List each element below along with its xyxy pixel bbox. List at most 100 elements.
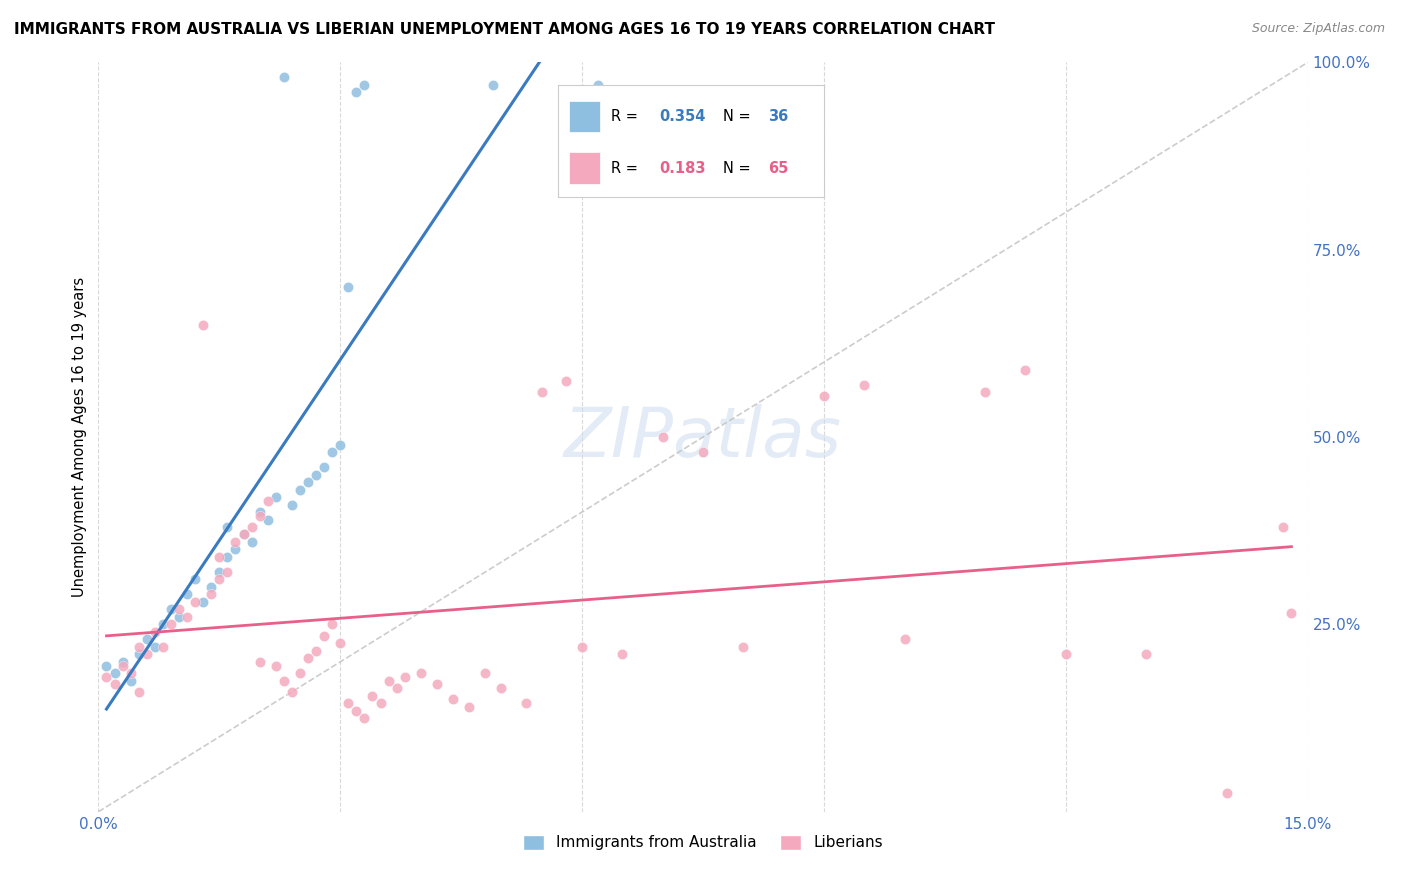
Point — [217, 565, 239, 579]
Point — [1014, 362, 1036, 376]
Point — [329, 636, 352, 650]
Legend: Immigrants from Australia, Liberians: Immigrants from Australia, Liberians — [516, 829, 890, 856]
Point — [329, 437, 352, 451]
Point — [344, 704, 367, 718]
Point — [167, 610, 190, 624]
Point — [264, 658, 287, 673]
Point — [651, 430, 673, 444]
Point — [193, 318, 215, 332]
Point — [321, 617, 343, 632]
Point — [232, 527, 254, 541]
Point — [974, 385, 997, 400]
Point — [281, 498, 304, 512]
Point — [1135, 648, 1157, 662]
Point — [249, 505, 271, 519]
Point — [167, 602, 190, 616]
Point — [176, 610, 198, 624]
Point — [135, 648, 157, 662]
Point — [370, 696, 392, 710]
Point — [217, 520, 239, 534]
Point — [256, 512, 278, 526]
Point — [103, 666, 125, 681]
Point — [135, 632, 157, 647]
Point — [208, 549, 231, 564]
Point — [1054, 648, 1077, 662]
Point — [297, 475, 319, 489]
Point — [273, 673, 295, 688]
Point — [530, 385, 553, 400]
Point — [200, 580, 222, 594]
Point — [240, 520, 263, 534]
Point — [111, 658, 134, 673]
Point — [385, 681, 408, 695]
Point — [853, 377, 876, 392]
Point — [1272, 520, 1295, 534]
Point — [482, 78, 505, 92]
Text: Source: ZipAtlas.com: Source: ZipAtlas.com — [1251, 22, 1385, 36]
Point — [232, 527, 254, 541]
Point — [344, 86, 367, 100]
Point — [426, 677, 449, 691]
Point — [224, 542, 246, 557]
Point — [111, 655, 134, 669]
Point — [208, 565, 231, 579]
Point — [491, 681, 513, 695]
Point — [128, 685, 150, 699]
Point — [377, 673, 399, 688]
Point — [249, 655, 271, 669]
Point — [176, 587, 198, 601]
Point — [1281, 606, 1303, 620]
Point — [184, 595, 207, 609]
Point — [96, 670, 118, 684]
Point — [337, 696, 360, 710]
Point — [813, 389, 835, 403]
Point — [249, 508, 271, 523]
Point — [103, 677, 125, 691]
Point — [120, 673, 142, 688]
Point — [224, 535, 246, 549]
Point — [353, 78, 375, 92]
Point — [1216, 786, 1239, 800]
Point — [893, 632, 915, 647]
Point — [409, 666, 432, 681]
Point — [314, 460, 336, 475]
Point — [208, 573, 231, 587]
Y-axis label: Unemployment Among Ages 16 to 19 years: Unemployment Among Ages 16 to 19 years — [72, 277, 87, 597]
Point — [240, 535, 263, 549]
Point — [586, 78, 609, 92]
Point — [353, 711, 375, 725]
Point — [193, 595, 215, 609]
Point — [256, 493, 278, 508]
Point — [321, 445, 343, 459]
Point — [361, 689, 384, 703]
Point — [571, 640, 593, 654]
Point — [143, 640, 166, 654]
Point — [305, 467, 328, 482]
Point — [515, 696, 537, 710]
Point — [337, 280, 360, 294]
Point — [692, 445, 714, 459]
Point — [288, 483, 311, 497]
Point — [128, 648, 150, 662]
Point — [458, 699, 481, 714]
Text: IMMIGRANTS FROM AUSTRALIA VS LIBERIAN UNEMPLOYMENT AMONG AGES 16 TO 19 YEARS COR: IMMIGRANTS FROM AUSTRALIA VS LIBERIAN UN… — [14, 22, 995, 37]
Point — [128, 640, 150, 654]
Point — [441, 692, 464, 706]
Point — [474, 666, 496, 681]
Point — [281, 685, 304, 699]
Point — [555, 374, 578, 388]
Point — [612, 648, 634, 662]
Point — [143, 624, 166, 639]
Point — [314, 629, 336, 643]
Point — [733, 640, 755, 654]
Point — [273, 70, 295, 85]
Point — [96, 658, 118, 673]
Point — [152, 617, 174, 632]
Point — [152, 640, 174, 654]
Point — [184, 573, 207, 587]
Point — [120, 666, 142, 681]
Text: ZIPatlas: ZIPatlas — [564, 403, 842, 471]
Point — [288, 666, 311, 681]
Point — [297, 651, 319, 665]
Point — [305, 643, 328, 657]
